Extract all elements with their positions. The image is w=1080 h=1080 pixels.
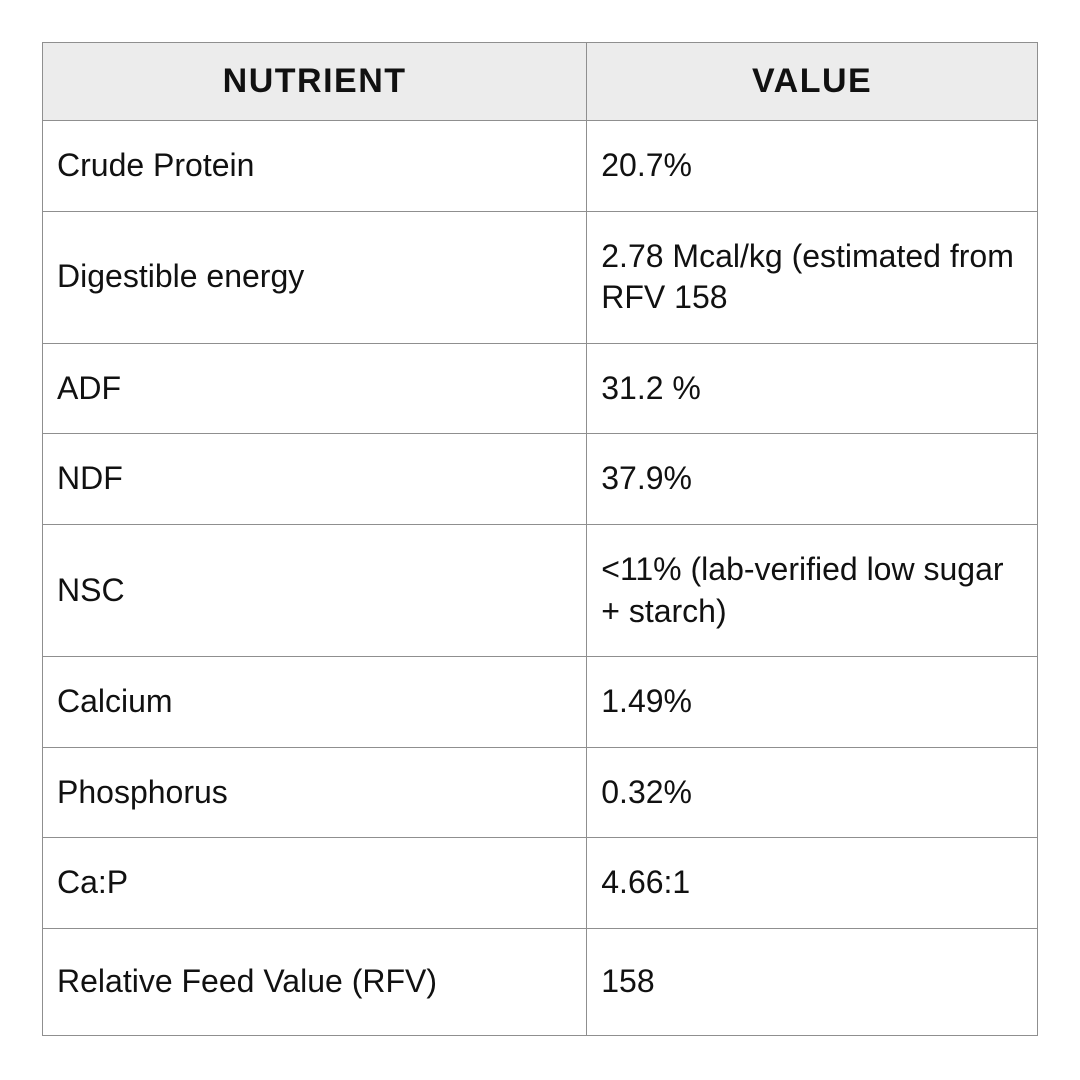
table-row: ADF 31.2 % — [41, 342, 1038, 435]
cell-value: 158 — [586, 927, 1038, 1036]
table-row: Phosphorus 0.32% — [41, 746, 1038, 839]
table-row: Ca:P 4.66:1 — [41, 837, 1038, 929]
cell-nutrient: Crude Protein — [41, 120, 588, 212]
table-row: NSC <11% (lab-verified low sugar + starc… — [41, 523, 1038, 658]
header-cell-value: VALUE — [586, 42, 1038, 121]
header-cell-nutrient: NUTRIENT — [41, 42, 588, 121]
cell-value: 4.66:1 — [586, 837, 1038, 929]
nutrient-table-container: NUTRIENT VALUE Crude Protein 20.7% Diges… — [41, 42, 1038, 1036]
cell-value: 0.32% — [586, 746, 1038, 839]
table-header: NUTRIENT VALUE — [41, 42, 1038, 121]
cell-nutrient: Phosphorus — [41, 746, 588, 839]
cell-nutrient: NDF — [41, 433, 588, 525]
table-row: Digestible energy 2.78 Mcal/kg (estimate… — [41, 210, 1038, 344]
table-row: Relative Feed Value (RFV) 158 — [41, 927, 1038, 1036]
cell-value: <11% (lab-verified low sugar + starch) — [586, 523, 1038, 658]
cell-nutrient: Digestible energy — [41, 210, 588, 344]
table-row: NDF 37.9% — [41, 433, 1038, 525]
table-body: Crude Protein 20.7% Digestible energy 2.… — [41, 120, 1038, 1036]
cell-value: 20.7% — [586, 120, 1038, 212]
nutrient-table: NUTRIENT VALUE Crude Protein 20.7% Diges… — [41, 42, 1038, 1036]
table-row: Crude Protein 20.7% — [41, 120, 1038, 212]
cell-nutrient: Calcium — [41, 656, 588, 748]
cell-nutrient: Ca:P — [41, 837, 588, 929]
table-row: Calcium 1.49% — [41, 656, 1038, 748]
cell-value: 31.2 % — [586, 342, 1038, 435]
cell-nutrient: NSC — [41, 523, 588, 658]
header-row: NUTRIENT VALUE — [41, 42, 1038, 121]
cell-value: 2.78 Mcal/kg (estimated from RFV 158 — [586, 210, 1038, 344]
cell-nutrient: Relative Feed Value (RFV) — [41, 927, 588, 1036]
cell-value: 37.9% — [586, 433, 1038, 525]
cell-nutrient: ADF — [41, 342, 588, 435]
cell-value: 1.49% — [586, 656, 1038, 748]
